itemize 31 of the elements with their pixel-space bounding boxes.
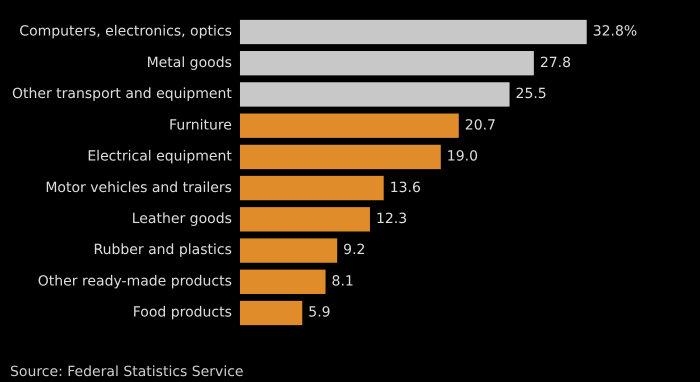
bar	[240, 20, 587, 44]
bar	[240, 51, 534, 76]
bar	[240, 300, 302, 326]
bar	[240, 207, 370, 232]
y-tick-label: Rubber and plastics	[94, 242, 232, 258]
y-tick-label: Electrical equipment	[87, 148, 232, 165]
y-tick-label: Motor vehicles and trailers	[45, 180, 232, 196]
bar	[240, 176, 384, 200]
bar	[240, 144, 441, 170]
bar	[240, 113, 459, 138]
y-tick-label: Computers, electronics, optics	[19, 24, 232, 40]
data-label: 32.8%	[592, 24, 638, 40]
data-label: 13.6	[390, 180, 421, 196]
y-tick-label: Leather goods	[132, 210, 232, 227]
bar	[240, 238, 338, 263]
data-label: 27.8	[540, 54, 572, 71]
y-tick-label: Metal goods	[146, 54, 232, 71]
data-label: 19.0	[446, 148, 478, 165]
y-tick-label: Other ready-made products	[38, 273, 232, 290]
data-label: 9.2	[343, 242, 366, 258]
y-tick-label: Food products	[132, 304, 232, 321]
bar	[240, 82, 510, 107]
data-label: 20.7	[464, 117, 496, 134]
data-label: 8.1	[332, 273, 354, 290]
bar	[240, 270, 326, 294]
data-label: 12.3	[376, 210, 408, 227]
source-note: Source: Federal Statistics Service	[10, 364, 244, 380]
y-tick-label: Furniture	[169, 117, 232, 134]
y-tick-label: Other transport and equipment	[12, 86, 232, 102]
data-label: 5.9	[308, 304, 331, 321]
data-label: 25.5	[516, 86, 547, 102]
